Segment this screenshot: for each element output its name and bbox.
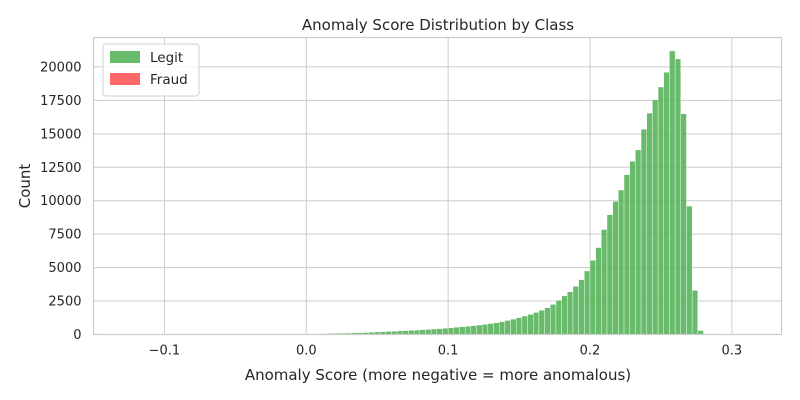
bar-legit (550, 304, 557, 335)
bar-legit (470, 325, 477, 335)
y-tick-label: 0 (73, 328, 81, 343)
bar-legit (629, 161, 636, 335)
bar-legit (521, 315, 528, 335)
bar-legit (464, 326, 472, 335)
bar-legit (686, 205, 693, 335)
y-tick-label: 10000 (40, 194, 81, 209)
bar-legit (533, 312, 540, 335)
x-tick-label: 0.0 (296, 344, 317, 359)
bar-legit (436, 328, 443, 335)
bar-legit (578, 279, 585, 335)
bar-legit (572, 286, 579, 335)
bar-legit (612, 201, 619, 335)
y-tick-labels: 0 2500 5000 7500 10000 12500 15000 17500 20000 (40, 60, 81, 343)
bar-legit (499, 321, 506, 335)
bar-legit (663, 72, 670, 335)
bar-legit (606, 214, 613, 335)
bar-legit (584, 270, 591, 335)
bar-legit (504, 320, 511, 335)
y-tick-label: 7500 (48, 228, 81, 243)
bar-legit (544, 307, 551, 335)
bar-legit (555, 300, 562, 335)
bar-legit (430, 328, 437, 335)
y-tick-label: 20000 (40, 60, 81, 75)
bar-legit (567, 291, 574, 335)
bar-legit (589, 260, 596, 335)
bar-legit (459, 326, 466, 335)
bar-legit (510, 318, 517, 335)
bar-legit (516, 317, 523, 335)
bar-legit (527, 314, 534, 335)
bar-legit (538, 309, 545, 335)
bar-legit (601, 229, 608, 335)
bar-legit (453, 327, 460, 335)
bar-legit (413, 329, 420, 335)
bar-legit (595, 247, 602, 335)
bar-legit (669, 50, 676, 335)
x-axis-title: Anomaly Score (more negative = more anom… (245, 366, 631, 384)
x-tick-label: 0.1 (438, 344, 459, 359)
bar-legit (408, 330, 415, 335)
bar-legit (657, 86, 664, 335)
y-tick-label: 2500 (48, 295, 81, 310)
bar-legit (697, 330, 704, 335)
bar-legit (442, 328, 449, 335)
y-axis-title: Count (16, 164, 34, 209)
bar-legit (487, 323, 494, 335)
bar-legit (476, 324, 483, 335)
x-tick-label: 0.2 (580, 344, 601, 359)
legend-swatch-fraud (110, 73, 140, 85)
bar-legit (691, 290, 699, 335)
y-tick-label: 12500 (40, 161, 81, 176)
y-tick-label: 15000 (40, 127, 81, 142)
bar-legit (680, 113, 687, 335)
bar-legit (646, 112, 653, 335)
bars-layer (107, 50, 738, 336)
bar-legit (493, 322, 500, 335)
plot-frame (92, 36, 783, 336)
legend-swatch-legit (110, 51, 140, 63)
bar-legit (635, 149, 642, 335)
chart-title: Anomaly Score Distribution by Class (302, 16, 574, 34)
bar-legit (623, 174, 630, 335)
x-tick-labels: −0.1 0.0 0.1 0.2 0.3 (149, 344, 743, 359)
y-tick-label: 17500 (40, 94, 81, 109)
x-tick-label: 0.3 (722, 344, 743, 359)
bar-legit (419, 329, 426, 335)
y-tick-label: 5000 (48, 261, 81, 276)
x-tick-label: −0.1 (149, 344, 181, 359)
bar-legit (640, 128, 647, 335)
bar-legit (674, 58, 681, 335)
bar-legit (618, 189, 625, 335)
bar-legit (425, 329, 432, 335)
bar-legit (447, 327, 455, 335)
bar-legit (652, 99, 659, 335)
bar-legit (561, 295, 568, 335)
legend-label-fraud: Fraud (150, 72, 188, 88)
legend: Legit Fraud (102, 43, 200, 97)
legend-label-legit: Legit (150, 50, 183, 66)
bar-legit (481, 324, 489, 335)
